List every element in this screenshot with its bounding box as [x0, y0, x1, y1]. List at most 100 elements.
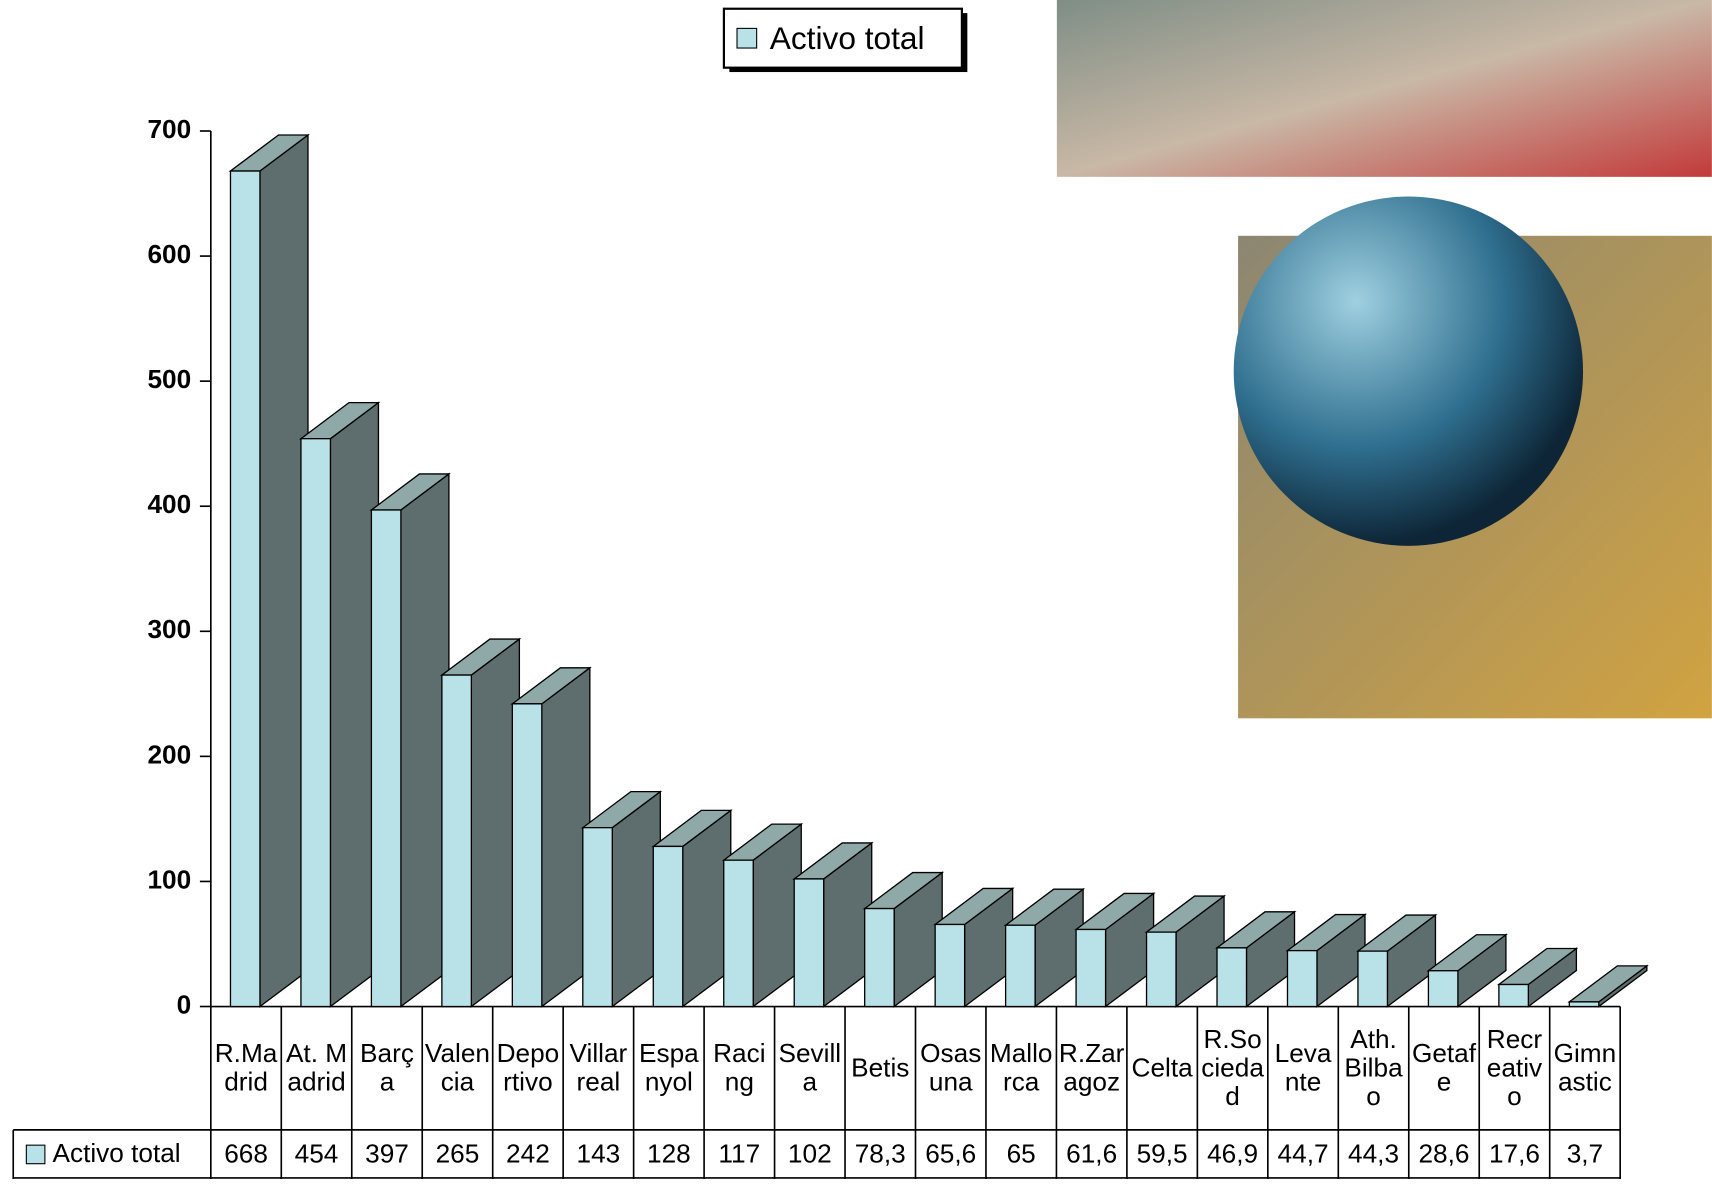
y-tick-label: 500 [147, 364, 191, 394]
x-tick-label-box: Deportivo [496, 1038, 560, 1097]
data-label-box: 242 [506, 1139, 550, 1169]
data-label: 46,9 [1207, 1139, 1259, 1169]
x-tick-label-box: R.Madrid [214, 1038, 278, 1097]
data-label: 143 [576, 1139, 621, 1169]
data-label: 59,5 [1136, 1139, 1188, 1169]
bar [721, 822, 804, 1008]
data-label: 28,6 [1418, 1139, 1470, 1169]
data-label-box: 397 [365, 1139, 409, 1169]
bar-front [1498, 983, 1530, 1008]
bar-front [1357, 950, 1389, 1008]
x-tick-label-box: Espanyol [639, 1039, 699, 1096]
data-label-box: 44,3 [1348, 1140, 1399, 1168]
x-tick-label: Recreativo [1486, 1024, 1543, 1111]
x-tick-label: Deportivo [496, 1038, 560, 1097]
bar-front [370, 509, 402, 1008]
x-tick-label-box: Barça [360, 1038, 414, 1097]
data-label-box: 17,6 [1488, 1139, 1540, 1169]
bar [439, 637, 522, 1008]
data-label-box: 46,9 [1207, 1139, 1259, 1169]
y-tick-label: 400 [147, 489, 191, 519]
data-label-box: 265 [435, 1139, 480, 1169]
bar [298, 401, 381, 1008]
bar [580, 790, 663, 1008]
bar-front [582, 827, 613, 1008]
y-tick-label: 600 [147, 239, 191, 269]
data-label-box: 668 [224, 1139, 268, 1169]
x-tick-label: R.Sociedad [1201, 1024, 1264, 1111]
y-tick-label: 300 [147, 614, 191, 644]
data-label-box: 128 [646, 1139, 691, 1169]
data-label-box: 65 [1006, 1139, 1036, 1169]
data-label-box: 65,6 [925, 1139, 977, 1169]
x-tick-label-box: Betis [851, 1052, 910, 1083]
bar-front [723, 859, 754, 1008]
bar [1144, 894, 1227, 1008]
x-tick-label: Valencia [424, 1038, 490, 1097]
data-label: 397 [365, 1139, 409, 1169]
data-label: 78,3 [854, 1139, 906, 1169]
data-label: 102 [787, 1139, 832, 1169]
bar [1074, 892, 1156, 1008]
data-label: 3,7 [1566, 1139, 1604, 1169]
bar [1426, 933, 1508, 1008]
data-label: 242 [506, 1139, 550, 1169]
data-label: 65,6 [925, 1139, 977, 1169]
x-tick-label-box: Sevilla [778, 1038, 842, 1097]
data-label: 265 [435, 1139, 480, 1169]
bar-front [1216, 947, 1248, 1008]
bar [510, 666, 592, 1008]
bar [1215, 910, 1297, 1008]
x-tick-label: Osasuna [920, 1038, 982, 1097]
bar-front [511, 703, 543, 1008]
bar [1003, 887, 1086, 1008]
data-label: 454 [294, 1139, 339, 1169]
x-tick-label: Mallorca [989, 1038, 1053, 1097]
bar-front [934, 923, 966, 1008]
x-tick-label-box: Levante [1274, 1038, 1332, 1097]
data-label: 17,6 [1488, 1139, 1540, 1169]
x-tick-label: Sevilla [778, 1038, 842, 1097]
x-tick-label: Gimnastic [1553, 1038, 1617, 1097]
data-label: 668 [224, 1139, 268, 1169]
globe-illustration [1233, 196, 1584, 546]
x-tick-label-box: R.Zaragoz [1059, 1039, 1125, 1096]
data-label: 128 [646, 1139, 691, 1169]
data-label-box: 454 [294, 1139, 339, 1169]
data-label: 44,7 [1277, 1139, 1329, 1169]
bar-front [1427, 970, 1459, 1008]
bar-front [793, 878, 825, 1008]
x-tick-label: Getafe [1411, 1038, 1477, 1097]
legend-swatch [25, 1144, 46, 1165]
bar [1355, 913, 1438, 1008]
x-tick-label-box: Osasuna [920, 1038, 982, 1097]
data-label-box: 3,7 [1566, 1139, 1604, 1169]
bar-front [652, 845, 684, 1008]
x-tick-label: Barça [360, 1038, 414, 1097]
bar [369, 472, 451, 1008]
legend-label: Activo total [770, 20, 925, 56]
legend-swatch [736, 27, 758, 49]
x-tick-label: R.Madrid [214, 1038, 278, 1097]
x-tick-label: Villarreal [569, 1038, 628, 1097]
x-tick-label-box: Ath. Bilbao [1344, 1025, 1402, 1110]
bar [933, 887, 1015, 1008]
bar-front [864, 907, 895, 1008]
data-label-box: 143 [576, 1139, 621, 1169]
bar-front [1004, 924, 1036, 1008]
y-tick-label: 200 [147, 739, 191, 769]
data-label-box: 61,6 [1066, 1140, 1117, 1168]
x-tick-label-box: Getafe [1411, 1038, 1477, 1097]
x-tick-label: At. Madrid [285, 1038, 348, 1097]
x-tick-label: Levante [1274, 1038, 1332, 1097]
bar-front [300, 438, 332, 1008]
y-tick-label: 700 [147, 114, 191, 144]
data-label: 65 [1006, 1139, 1036, 1169]
x-tick-label: Betis [851, 1052, 910, 1083]
x-tick-label-box: Gimnastic [1553, 1038, 1617, 1097]
bar [862, 871, 945, 1008]
x-tick-label-box: Valencia [424, 1038, 490, 1097]
x-tick-label-box: Mallorca [989, 1038, 1053, 1097]
data-label-box: 59,5 [1136, 1139, 1188, 1169]
x-tick-label-box: R.Sociedad [1201, 1024, 1264, 1111]
